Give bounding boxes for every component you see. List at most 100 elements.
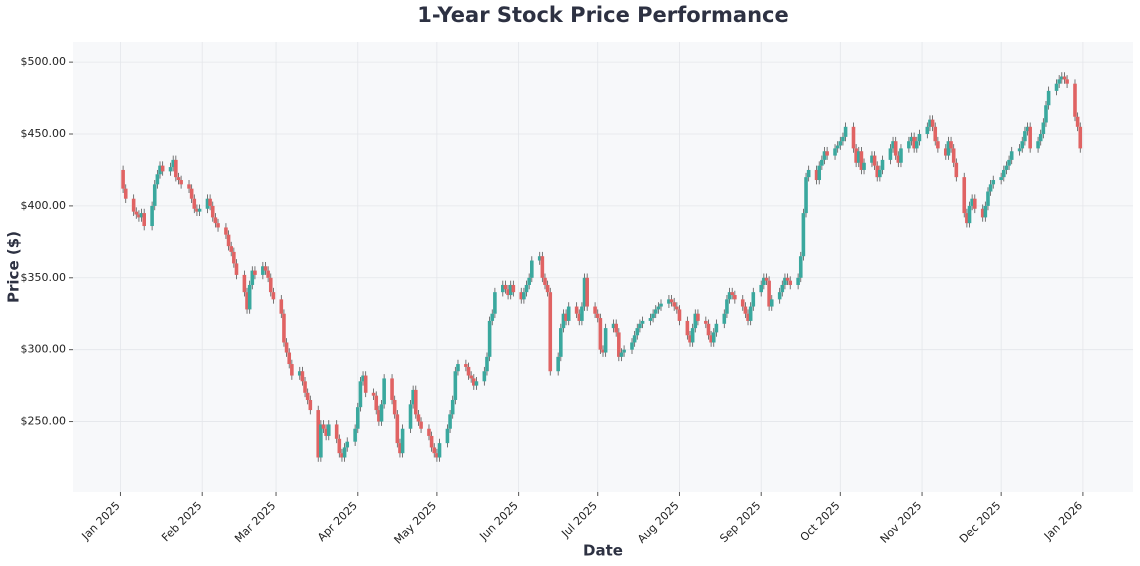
candle-body xyxy=(972,198,977,209)
candle-body xyxy=(767,280,771,307)
candle-body xyxy=(928,119,932,127)
candle-body xyxy=(287,352,292,365)
candle-body xyxy=(334,424,339,439)
candle-body xyxy=(189,188,194,199)
candle-body xyxy=(150,205,154,227)
candle-body xyxy=(711,332,716,343)
candle-body xyxy=(862,162,866,170)
candle-body xyxy=(482,371,487,382)
candle-body xyxy=(980,208,985,218)
candle-body xyxy=(1062,76,1067,80)
candle-body xyxy=(651,313,655,319)
candle-body xyxy=(471,378,476,386)
candle-body xyxy=(1004,165,1009,170)
candle-body xyxy=(160,165,165,172)
candle-body xyxy=(907,141,911,149)
candle-body xyxy=(527,277,531,285)
candle-body xyxy=(305,392,310,400)
candle-body xyxy=(487,320,492,357)
candle-body xyxy=(1046,90,1051,106)
candle-body xyxy=(870,155,874,163)
candle-body xyxy=(303,381,307,393)
candle-body xyxy=(453,371,458,400)
candle-body xyxy=(506,289,510,296)
candle-body xyxy=(601,349,605,353)
candle-body xyxy=(297,371,302,376)
candle-body xyxy=(780,284,785,293)
candle-body xyxy=(677,309,682,321)
candle-body xyxy=(395,414,400,444)
candle-body xyxy=(530,260,534,278)
candle-body xyxy=(1038,134,1043,142)
candle-body xyxy=(659,303,663,307)
candle-body xyxy=(474,381,479,386)
candle-body xyxy=(714,323,719,333)
y-tick-label: $300.00 xyxy=(21,343,67,356)
candle-body xyxy=(501,284,505,293)
candle-body xyxy=(485,356,489,372)
candle-body xyxy=(593,306,597,314)
candle-body xyxy=(696,313,700,321)
candle-body xyxy=(142,213,146,227)
candle-body xyxy=(1057,79,1061,84)
candle-body xyxy=(168,167,173,172)
candle-body xyxy=(377,410,381,422)
y-tick-label: $400.00 xyxy=(21,199,67,212)
candle-body xyxy=(564,313,568,321)
candle-body xyxy=(195,208,199,212)
candle-body xyxy=(545,284,550,293)
candle-body xyxy=(355,407,360,429)
candle-body xyxy=(216,223,220,228)
candle-body xyxy=(250,270,255,285)
candle-body xyxy=(962,177,967,214)
candle-body xyxy=(1020,141,1025,149)
candle-body xyxy=(308,399,313,411)
candle-body xyxy=(888,148,893,160)
candle-body xyxy=(611,323,616,329)
candle-body xyxy=(817,165,822,181)
candle-body xyxy=(508,284,513,296)
candle-body xyxy=(282,313,286,343)
candle-body xyxy=(638,323,642,329)
candle-body xyxy=(854,148,858,163)
candle-body xyxy=(1041,122,1046,135)
candle-body xyxy=(748,306,753,321)
candle-body xyxy=(363,375,368,393)
candle-body xyxy=(856,151,861,163)
x-tick-label: Dec 2025 xyxy=(957,499,1004,546)
candle-body xyxy=(556,356,560,372)
candle-body xyxy=(595,313,600,319)
candle-body xyxy=(353,428,357,442)
candle-body xyxy=(777,292,782,300)
candle-body xyxy=(909,136,914,142)
candle-body xyxy=(825,151,829,156)
candle-body xyxy=(466,366,471,376)
candle-body xyxy=(851,126,856,149)
candle-body xyxy=(580,306,584,321)
candle-body xyxy=(704,320,708,324)
candle-body xyxy=(764,277,769,281)
candle-body xyxy=(493,292,497,314)
x-tick-label: Nov 2025 xyxy=(878,499,925,546)
candle-body xyxy=(617,332,621,357)
candle-body xyxy=(893,141,898,156)
candle-body xyxy=(991,180,996,185)
candle-body xyxy=(759,284,764,293)
candle-body xyxy=(1060,76,1064,80)
candle-body xyxy=(619,352,624,357)
candle-body xyxy=(653,309,658,314)
candle-body xyxy=(400,428,405,454)
candle-body xyxy=(725,299,729,314)
candle-body xyxy=(801,213,806,257)
candle-body xyxy=(187,184,191,189)
candle-body xyxy=(247,284,252,310)
candle-body xyxy=(245,292,249,310)
candle-body xyxy=(290,364,294,376)
candle-body xyxy=(925,126,930,135)
candle-body xyxy=(1007,159,1011,166)
candle-body xyxy=(727,292,732,300)
candle-body xyxy=(242,274,247,293)
candle-body xyxy=(537,256,542,261)
candle-body xyxy=(416,414,421,422)
chart-title: 1-Year Stock Price Performance xyxy=(417,3,788,27)
